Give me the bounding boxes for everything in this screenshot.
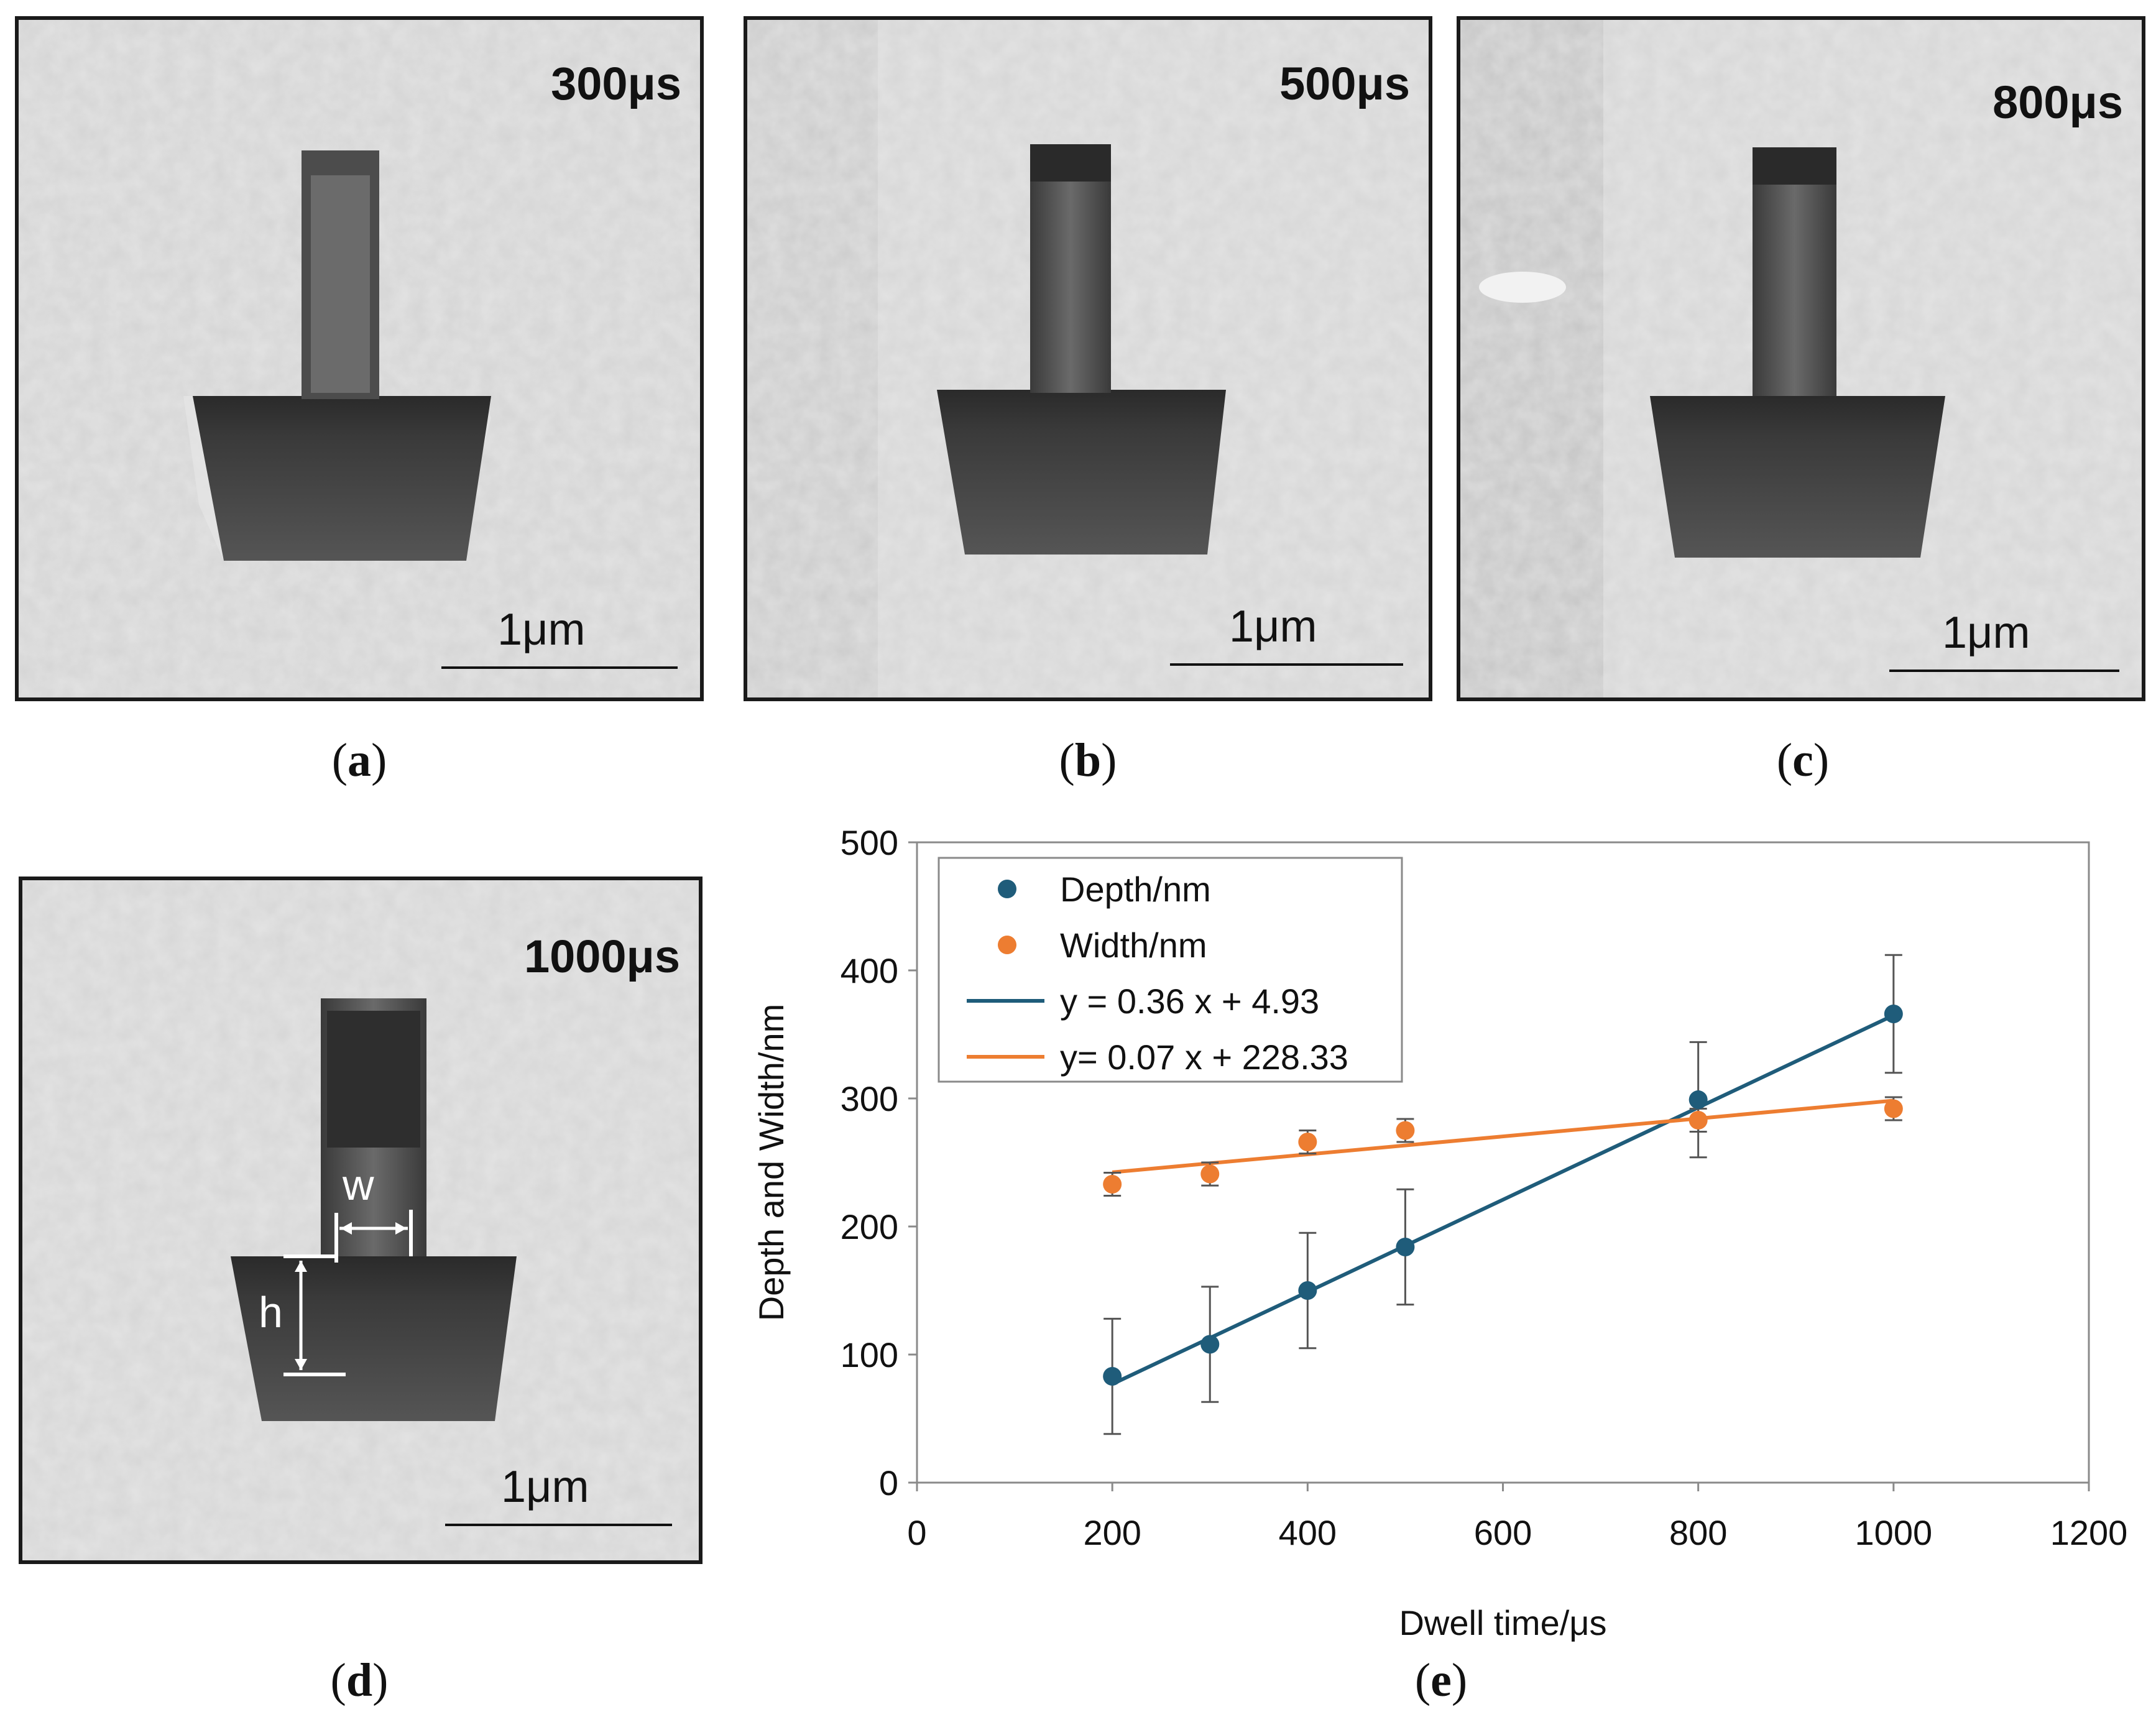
trendline-1 bbox=[1112, 1098, 1894, 1174]
legend-marker bbox=[998, 880, 1016, 898]
trendline-0 bbox=[1111, 1013, 1895, 1386]
y-axis-label: Depth and Width/nm bbox=[752, 1004, 791, 1321]
annot-w-label: w bbox=[343, 1161, 374, 1209]
sem-image-b bbox=[747, 20, 1429, 697]
time-label-b: 500μs bbox=[1279, 58, 1410, 109]
data-point-width bbox=[1103, 1175, 1122, 1194]
x-tick-label: 200 bbox=[1083, 1513, 1141, 1552]
x-tick-label: 1200 bbox=[2050, 1513, 2128, 1552]
scale-bar-c bbox=[1889, 670, 2119, 672]
data-point-depth bbox=[1688, 1090, 1708, 1110]
time-label-d: 1000μs bbox=[523, 931, 680, 982]
caption-c: (c) bbox=[1776, 734, 1830, 786]
scale-bar-a bbox=[441, 666, 678, 669]
scale-label-d: 1μm bbox=[501, 1462, 589, 1512]
sem-panel-c: 800μs 1μm bbox=[1457, 16, 2145, 701]
data-point-depth bbox=[1396, 1237, 1415, 1256]
caption-b: (b) bbox=[1059, 734, 1117, 786]
sem-image-a bbox=[19, 20, 700, 697]
y-tick-label: 500 bbox=[841, 823, 898, 862]
sem-panel-a: 300μs 1μm bbox=[15, 16, 704, 701]
y-tick-label: 0 bbox=[879, 1463, 898, 1503]
data-point-width bbox=[1884, 1099, 1903, 1118]
scale-bar-b bbox=[1170, 663, 1403, 666]
y-tick-label: 100 bbox=[841, 1335, 898, 1374]
legend-label: Width/nm bbox=[1060, 926, 1207, 965]
time-label-c: 800μs bbox=[1992, 76, 2123, 128]
x-tick-label: 800 bbox=[1669, 1513, 1727, 1552]
x-tick-label: 1000 bbox=[1855, 1513, 1933, 1552]
x-axis-label: Dwell time/μs bbox=[1399, 1603, 1606, 1642]
sem-image-c bbox=[1460, 20, 2142, 697]
x-tick-label: 600 bbox=[1474, 1513, 1532, 1552]
legend-box bbox=[937, 857, 1403, 1083]
y-tick-label: 200 bbox=[841, 1207, 898, 1246]
chart-e: 0 200 400 600 800 1000 1200 0 100 200 300 400 500 Dwe… bbox=[752, 823, 2128, 1642]
data-point-width bbox=[1688, 1111, 1708, 1130]
caption-e: (e) bbox=[1414, 1654, 1468, 1706]
scale-label-b: 1μm bbox=[1229, 602, 1317, 651]
data-point-width bbox=[1396, 1121, 1415, 1140]
sem-image-d bbox=[22, 880, 699, 1560]
legend-marker bbox=[998, 936, 1016, 954]
data-point-width bbox=[1200, 1164, 1220, 1184]
scale-label-a: 1μm bbox=[497, 605, 586, 655]
sem-panel-b: 500μs 1μm bbox=[744, 16, 1432, 701]
time-label-a: 300μs bbox=[551, 58, 681, 109]
annot-h-label: h bbox=[259, 1288, 283, 1337]
y-tick-label: 400 bbox=[841, 951, 898, 990]
caption-d: (d) bbox=[330, 1654, 389, 1706]
scale-bar-d bbox=[445, 1524, 672, 1526]
x-tick-label: 0 bbox=[907, 1513, 926, 1552]
data-point-width bbox=[1298, 1133, 1317, 1152]
scale-label-c: 1μm bbox=[1942, 608, 2030, 658]
caption-a: (a) bbox=[331, 734, 387, 786]
legend-label: y= 0.07 x + 228.33 bbox=[1060, 1038, 1348, 1077]
data-point-depth bbox=[1298, 1281, 1317, 1300]
data-point-depth bbox=[1200, 1335, 1220, 1354]
data-point-depth bbox=[1103, 1367, 1122, 1386]
data-point-depth bbox=[1884, 1005, 1903, 1024]
sem-panel-d: 1000μs w h 1μm bbox=[19, 877, 703, 1564]
legend-label: y = 0.36 x + 4.93 bbox=[1060, 982, 1319, 1021]
x-tick-label: 400 bbox=[1279, 1513, 1337, 1552]
y-tick-label: 300 bbox=[841, 1079, 898, 1118]
legend-label: Depth/nm bbox=[1060, 870, 1211, 909]
